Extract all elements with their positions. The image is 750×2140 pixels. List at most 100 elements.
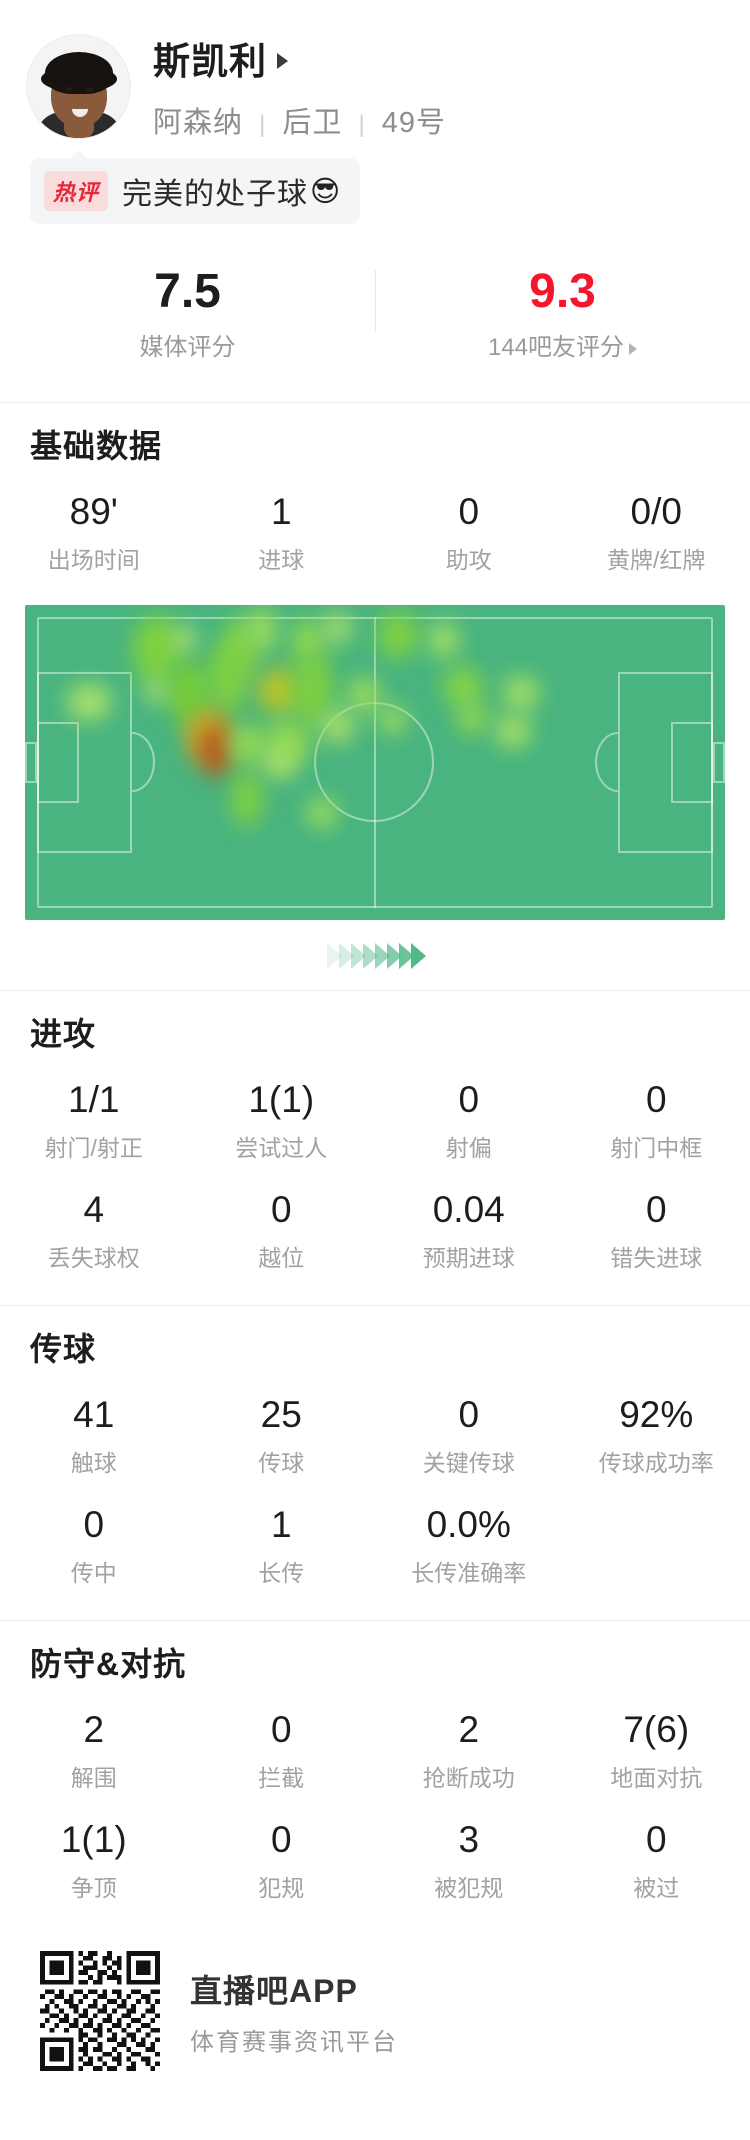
avatar[interactable]	[26, 33, 131, 139]
player-header: 斯凯利 阿森纳 | 后卫 | 49号	[0, 0, 750, 150]
avatar-eye-left	[65, 86, 73, 92]
stat-value: 1	[270, 491, 292, 532]
stat-value: 2	[458, 1709, 480, 1750]
stat-value: 0	[458, 1394, 480, 1435]
player-number: 49号	[381, 107, 447, 139]
stat-cell: 4 丢失球权	[0, 1175, 188, 1285]
stat-value: 7(6)	[623, 1709, 690, 1750]
chevron-icon	[411, 943, 426, 969]
stat-label: 关键传球	[422, 1450, 515, 1476]
heat-blob	[230, 723, 266, 767]
avatar-eye-right	[86, 86, 94, 92]
stat-label: 助攻	[445, 547, 492, 573]
player-info: 斯凯利 阿森纳 | 后卫 | 49号	[153, 31, 446, 141]
stat-value: 0	[458, 1079, 480, 1120]
stat-label: 被犯规	[434, 1875, 504, 1901]
stat-cell: 0 射门中框	[563, 1065, 750, 1175]
heat-blob	[379, 705, 407, 735]
stats-grid-pass: 41 触球 25 传球 0 关键传球 92% 传球成功率 0 传中 1 长传 0…	[0, 1370, 750, 1606]
stat-label: 被过	[633, 1875, 680, 1901]
player-team: 阿森纳	[153, 107, 244, 139]
divider-defense	[0, 1620, 750, 1621]
heat-blob	[429, 621, 459, 659]
pitch-six-yard-right	[671, 722, 713, 803]
heat-blob	[503, 675, 539, 711]
stat-label: 进球	[258, 547, 305, 573]
stats-grid-attack: 1/1 射门/射正 1(1) 尝试过人 0 射偏 0 射门中框 4 丢失球权 0…	[0, 1055, 750, 1291]
avatar-hair	[40, 51, 117, 94]
hot-comment-text: 完美的处子球	[122, 178, 309, 211]
heat-blob	[307, 797, 337, 829]
divider-attack	[0, 990, 750, 991]
stat-cell: 2 抢断成功	[375, 1695, 563, 1805]
heat-blob	[347, 677, 381, 713]
heat-blob	[247, 607, 277, 653]
chevron-icon	[387, 943, 402, 969]
stat-value: 0	[270, 1709, 292, 1750]
media-rating-label-text: 媒体评分	[139, 334, 236, 361]
stat-label: 长传	[258, 1560, 305, 1586]
chevron-right-icon	[277, 53, 288, 69]
stat-cell: 0 拦截	[188, 1695, 376, 1805]
meta-separator-1: |	[259, 111, 267, 138]
avatar-mouth	[72, 108, 88, 117]
heat-blob	[377, 611, 419, 659]
callout-arrow-icon	[66, 150, 92, 163]
stat-label: 传中	[70, 1560, 117, 1586]
heat-blob	[495, 713, 531, 749]
attack-direction-arrows	[25, 936, 725, 976]
stat-cell: 92% 传球成功率	[563, 1380, 750, 1490]
section-title-pass: 传球	[30, 1331, 97, 1367]
stat-label: 争顶	[70, 1875, 117, 1901]
player-name-row[interactable]: 斯凯利	[153, 31, 446, 85]
stat-value: 0	[458, 491, 480, 532]
hot-comment-section: 热评 完美的处子球 😎	[0, 150, 750, 224]
qr-code-icon[interactable]	[40, 1951, 160, 2071]
pitch-penalty-box-right	[618, 672, 713, 853]
stat-label: 拦截	[258, 1765, 305, 1791]
rating-fans[interactable]: 9.3 144吧友评分	[375, 264, 750, 362]
stat-value: 1(1)	[248, 1079, 315, 1120]
heat-blob	[199, 725, 233, 777]
stat-label: 错失进球	[610, 1245, 703, 1271]
section-title-attack: 进攻	[30, 1016, 97, 1052]
stat-cell: 1(1) 争顶	[0, 1805, 188, 1915]
heat-blob	[207, 645, 247, 715]
stat-label: 地面对抗	[610, 1765, 703, 1791]
stats-grid-defense: 2 解围 0 拦截 2 抢断成功 7(6) 地面对抗 1(1) 争顶 0 犯规 …	[0, 1685, 750, 1921]
stat-cell: 0 关键传球	[375, 1380, 563, 1490]
chevron-icon	[339, 943, 354, 969]
rating-media: 7.5 媒体评分	[0, 264, 375, 362]
stat-cell: 0 助攻	[375, 477, 563, 587]
stat-label: 解围	[70, 1765, 117, 1791]
meta-separator-2: |	[358, 111, 366, 138]
heat-blob	[145, 681, 167, 703]
heat-blob	[173, 627, 197, 651]
stat-label: 抢断成功	[422, 1765, 515, 1791]
stat-cell: 0 犯规	[188, 1805, 376, 1915]
hot-comment-bubble[interactable]: 热评 完美的处子球 😎	[30, 158, 361, 224]
ratings-row: 7.5 媒体评分 9.3 144吧友评分	[0, 264, 750, 388]
app-name: 直播吧APP	[190, 1972, 358, 2009]
stat-label: 射偏	[445, 1135, 492, 1161]
stat-value: 0	[270, 1819, 292, 1860]
player-position: 后卫	[282, 107, 343, 139]
pitch-heatmap[interactable]	[25, 605, 725, 920]
stat-cell: 0 传中	[0, 1490, 188, 1600]
media-rating-label: 媒体评分	[0, 327, 375, 362]
fan-rating-label: 144吧友评分	[375, 327, 750, 362]
stat-label: 传球	[258, 1450, 305, 1476]
pitch-six-yard-left	[37, 722, 79, 803]
chevron-icon	[327, 943, 342, 969]
stat-value: 3	[458, 1819, 480, 1860]
stat-value: 0/0	[630, 491, 682, 532]
stat-cell: 25 传球	[188, 1380, 376, 1490]
fan-rating-value: 9.3	[529, 265, 596, 318]
stat-label: 预期进球	[422, 1245, 515, 1271]
chevron-right-small-icon	[629, 343, 638, 355]
stat-label: 出场时间	[47, 547, 140, 573]
section-title-defense: 防守&对抗	[30, 1646, 187, 1682]
heat-blob	[457, 701, 487, 735]
pitch-penalty-box-left	[37, 672, 132, 853]
